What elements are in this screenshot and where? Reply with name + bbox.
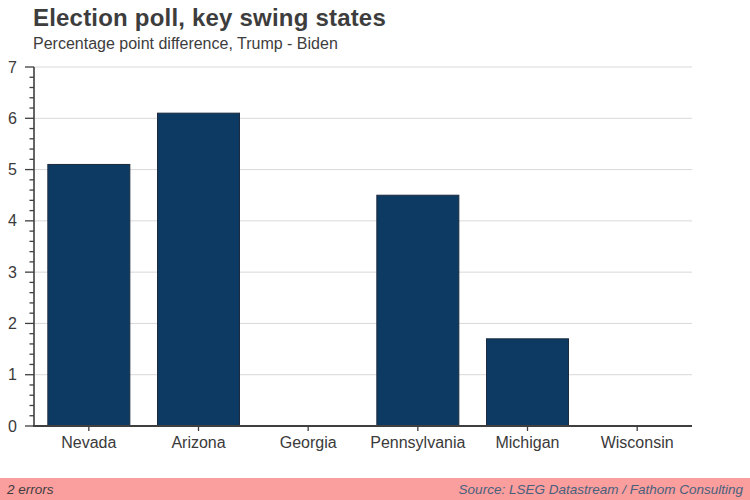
status-bar: 2 errors Source: LSEG Datastream / Fatho… <box>0 478 750 500</box>
x-label-arizona: Arizona <box>171 434 225 451</box>
x-label-georgia: Georgia <box>280 434 337 451</box>
error-count-badge[interactable]: 2 errors <box>7 482 54 497</box>
x-label-nevada: Nevada <box>61 434 116 451</box>
y-tick-label: 2 <box>8 315 17 332</box>
y-tick-label: 7 <box>8 59 17 76</box>
chart-canvas: Election poll, key swing states Percenta… <box>0 0 750 500</box>
y-tick-label: 6 <box>8 110 17 127</box>
bar-chart: 0 1 2 3 4 5 6 7 Nevada Arizona Georgia Pennsylvania… <box>0 0 750 478</box>
x-label-pennsylvania: Pennsylvania <box>370 434 465 451</box>
y-tick-label: 1 <box>8 366 17 383</box>
source-credit: Source: LSEG Datastream / Fathom Consult… <box>459 482 743 497</box>
y-tick-label: 0 <box>8 418 17 435</box>
x-label-michigan: Michigan <box>495 434 559 451</box>
x-label-wisconsin: Wisconsin <box>601 434 674 451</box>
bar-nevada <box>48 164 130 426</box>
y-tick-label: 4 <box>8 212 17 229</box>
bar-arizona <box>158 113 240 426</box>
bar-pennsylvania <box>377 195 459 426</box>
y-tick-label: 5 <box>8 161 17 178</box>
bar-michigan <box>487 339 569 426</box>
y-tick-label: 3 <box>8 264 17 281</box>
